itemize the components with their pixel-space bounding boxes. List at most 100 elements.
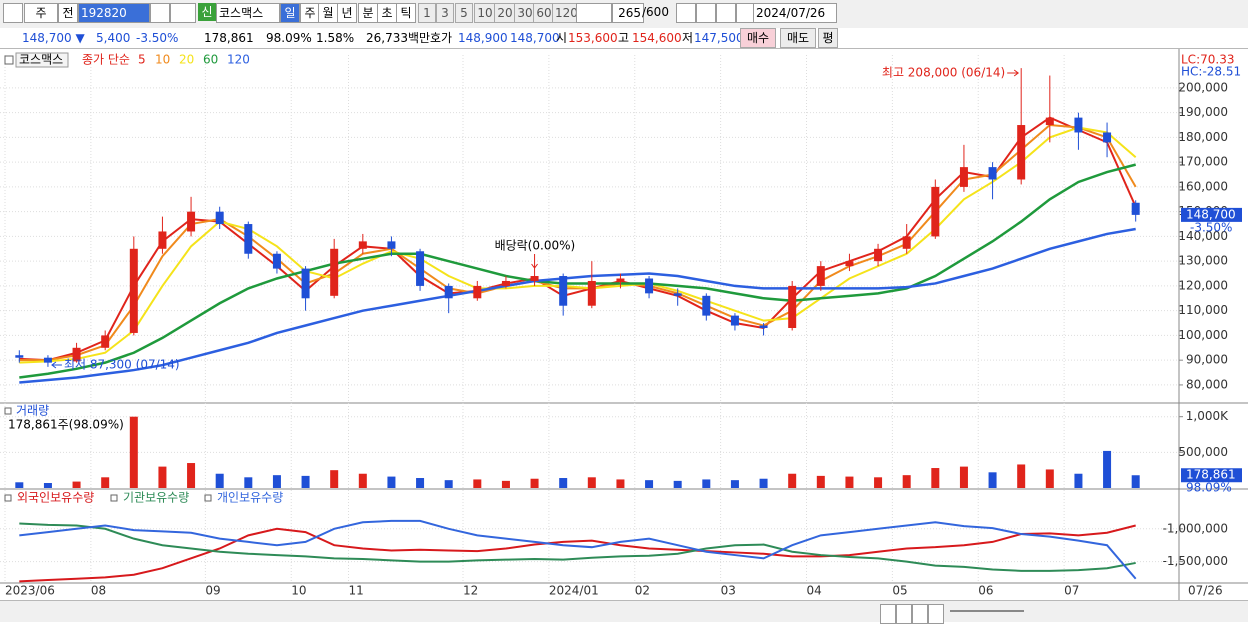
interval-button[interactable]: 120 bbox=[552, 3, 578, 23]
sell-button[interactable]: 매도 bbox=[780, 28, 816, 48]
low: 147,500 bbox=[694, 31, 744, 45]
volume-bar bbox=[473, 479, 482, 488]
y-tick-label: 180,000 bbox=[1178, 130, 1228, 144]
period-button[interactable]: 분 bbox=[358, 3, 378, 23]
high-label: 고 bbox=[618, 31, 630, 45]
moving-average-line bbox=[19, 126, 1137, 364]
bottom-toolbar bbox=[0, 600, 1248, 624]
volume-bar bbox=[988, 472, 997, 488]
prev-button[interactable]: 전 bbox=[58, 3, 78, 23]
price: 148,700 ▼ bbox=[22, 31, 85, 45]
code-input[interactable]: 192820 bbox=[78, 3, 150, 23]
legend-entry: 20 bbox=[179, 53, 194, 67]
volume-bar bbox=[244, 477, 253, 488]
amount: 26,733백만 bbox=[366, 31, 431, 45]
last-ratio-label: 98.09% bbox=[1186, 481, 1232, 495]
candle-body bbox=[874, 248, 883, 262]
count[interactable]: 265 bbox=[612, 3, 644, 23]
volume-bar bbox=[816, 475, 825, 488]
search-icon[interactable] bbox=[150, 3, 170, 23]
candle-body bbox=[15, 355, 24, 358]
lc-label: LC:70.33 bbox=[1181, 53, 1234, 67]
moving-average-line bbox=[19, 116, 1137, 362]
legend-entry: 5 bbox=[138, 53, 146, 67]
scroll-button[interactable] bbox=[880, 604, 896, 624]
candle-body bbox=[788, 285, 797, 328]
volume-bar bbox=[43, 483, 52, 488]
buy-button[interactable]: 매수 bbox=[740, 28, 776, 48]
y-tick-label: -1,500,000 bbox=[1163, 554, 1228, 568]
moving-average-line bbox=[19, 163, 1137, 379]
interval-button[interactable]: 10 bbox=[474, 3, 496, 23]
candle-body bbox=[587, 280, 596, 306]
candle-body bbox=[988, 167, 997, 180]
candle-body bbox=[158, 231, 167, 249]
period-button[interactable]: 월 bbox=[318, 3, 338, 23]
candle-body bbox=[1074, 117, 1083, 133]
interval-button[interactable]: 5 bbox=[455, 3, 473, 23]
candle-body bbox=[129, 248, 138, 333]
volume-bar bbox=[301, 475, 310, 488]
candle-body bbox=[530, 276, 539, 281]
last-volume-tag bbox=[1181, 468, 1242, 483]
volume-bar bbox=[1074, 473, 1083, 488]
change: 5,400 bbox=[96, 31, 131, 45]
volume-bar bbox=[959, 466, 968, 488]
x-tick-label: 05 bbox=[892, 584, 907, 598]
scroll-button[interactable] bbox=[928, 604, 944, 624]
candle-body bbox=[187, 211, 196, 232]
bid: 148,700 bbox=[510, 31, 560, 45]
period-button[interactable]: 틱 bbox=[396, 3, 416, 23]
hc-label: HC:-28.51 bbox=[1181, 65, 1241, 79]
legend-entry: 기관보유수량 bbox=[123, 491, 189, 505]
ask: 148,900 bbox=[458, 31, 508, 45]
legend-icon bbox=[4, 494, 12, 502]
icon[interactable] bbox=[696, 3, 716, 23]
quote-bar: 148,700 ▼ 5,400 -3.50% 178,861 98.09% 1.… bbox=[0, 28, 1248, 49]
interval-button[interactable]: 3 bbox=[436, 3, 454, 23]
turnover: 1.58% bbox=[316, 31, 355, 45]
period-button[interactable]: 주 bbox=[300, 3, 320, 23]
sound-icon[interactable] bbox=[170, 3, 196, 23]
period-button[interactable]: 년 bbox=[337, 3, 357, 23]
x-tick-label: 2023/06 bbox=[5, 584, 55, 598]
y-tick-label: 200,000 bbox=[1178, 80, 1228, 94]
candle-body bbox=[845, 261, 854, 267]
candle-body bbox=[1131, 202, 1140, 215]
dividend-arrow bbox=[531, 254, 538, 269]
toolbar: 주 전 192820 신 코스맥스 일 주 월 년 분 초 틱 1 3 5 10… bbox=[0, 0, 1248, 29]
eval-button[interactable]: 평 bbox=[818, 28, 838, 48]
low-label: 저 bbox=[682, 31, 694, 45]
icon[interactable] bbox=[716, 3, 736, 23]
legend-entry: 120 bbox=[227, 53, 250, 67]
y-tick-label: 110,000 bbox=[1178, 303, 1228, 317]
scroll-button[interactable] bbox=[896, 604, 912, 624]
holding-line bbox=[19, 522, 1136, 572]
stock-name[interactable]: 코스맥스 bbox=[216, 3, 280, 23]
candle-body bbox=[301, 268, 310, 299]
volume-bar bbox=[72, 481, 81, 488]
candle-body bbox=[559, 276, 568, 306]
candle-body bbox=[645, 278, 654, 294]
interval-button[interactable]: 20 bbox=[494, 3, 516, 23]
candle-body bbox=[902, 236, 911, 249]
volume-bar bbox=[129, 416, 138, 488]
holding-line bbox=[19, 519, 1137, 580]
icon[interactable] bbox=[3, 3, 23, 23]
volume-bar bbox=[1045, 469, 1054, 488]
x-tick-label: 04 bbox=[807, 584, 822, 598]
y-tick-label: 130,000 bbox=[1178, 254, 1228, 268]
period-unit[interactable]: 주 bbox=[24, 3, 58, 23]
scroll-button[interactable] bbox=[912, 604, 928, 624]
candle-body bbox=[330, 248, 339, 296]
period-button[interactable]: 초 bbox=[377, 3, 397, 23]
interval-button[interactable]: 1 bbox=[418, 3, 436, 23]
candle-body bbox=[215, 211, 224, 225]
legend-icon bbox=[204, 494, 212, 502]
zoom-slider[interactable] bbox=[950, 610, 1024, 612]
dropdown[interactable] bbox=[576, 3, 612, 23]
icon[interactable] bbox=[676, 3, 696, 23]
date-input[interactable]: 2024/07/26 bbox=[753, 3, 837, 23]
period-button[interactable]: 일 bbox=[280, 3, 300, 23]
